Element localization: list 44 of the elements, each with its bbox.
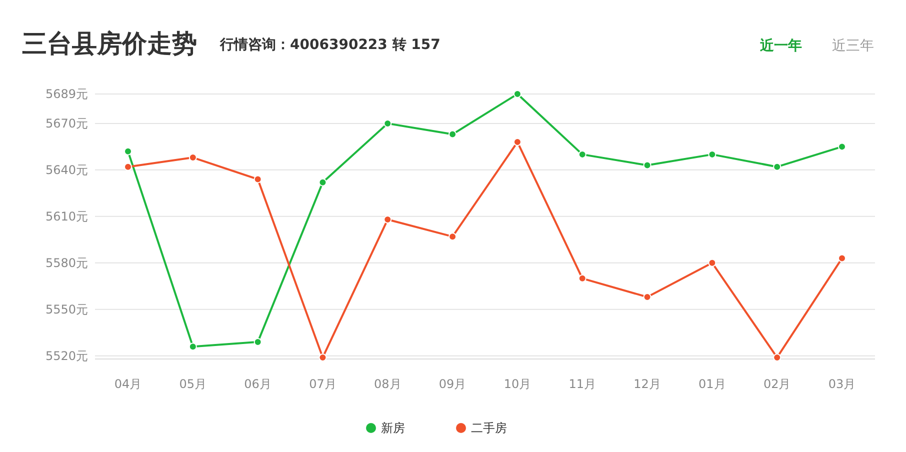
x-tick-label: 07月 <box>309 377 336 391</box>
point <box>124 162 132 171</box>
legend-label: 二手房 <box>471 421 507 436</box>
point <box>448 232 457 241</box>
point <box>188 342 197 351</box>
x-tick-label: 06月 <box>244 377 272 391</box>
y-tick-label: 5670元 <box>45 116 88 131</box>
point <box>254 338 262 346</box>
point <box>578 150 586 158</box>
x-tick-label: 04月 <box>114 377 142 391</box>
point <box>773 353 782 362</box>
y-tick-label: 5580元 <box>45 256 88 270</box>
point <box>578 274 586 282</box>
x-tick-label: 10月 <box>504 377 532 391</box>
y-tick-label: 5610元 <box>45 210 88 224</box>
chart-subtitle: 行情咨询：4006390223 转 157 <box>219 37 440 53</box>
x-tick-label: 12月 <box>634 377 661 391</box>
point <box>643 161 652 170</box>
point <box>448 130 457 138</box>
point <box>838 142 846 151</box>
point <box>318 178 327 186</box>
point <box>708 258 716 267</box>
point <box>513 90 522 98</box>
text: 近一年 <box>759 37 802 54</box>
point <box>773 162 782 171</box>
chart-title: 三台县房价走势 <box>22 29 197 58</box>
x-tick-label: 01月 <box>698 377 726 391</box>
x-tick-label: 05月 <box>179 377 207 391</box>
x-tick-label: 08月 <box>374 377 402 391</box>
x-tick-label: 03月 <box>828 377 856 391</box>
point <box>254 175 262 184</box>
y-tick-label: 5640元 <box>45 163 88 178</box>
text: 近三年 <box>832 38 874 54</box>
legend-label: 新房 <box>381 421 405 436</box>
x-tick-label: 02月 <box>763 377 791 391</box>
y-tick-label: 5520元 <box>45 349 88 364</box>
x-tick-label: 11月 <box>568 377 596 391</box>
x-tick-label: 09月 <box>438 377 466 391</box>
point <box>838 254 846 262</box>
point <box>318 353 327 362</box>
y-tick-label: 5550元 <box>45 302 88 317</box>
y-tick-label: 5689元 <box>45 87 88 102</box>
point <box>384 216 392 224</box>
point <box>124 147 132 156</box>
